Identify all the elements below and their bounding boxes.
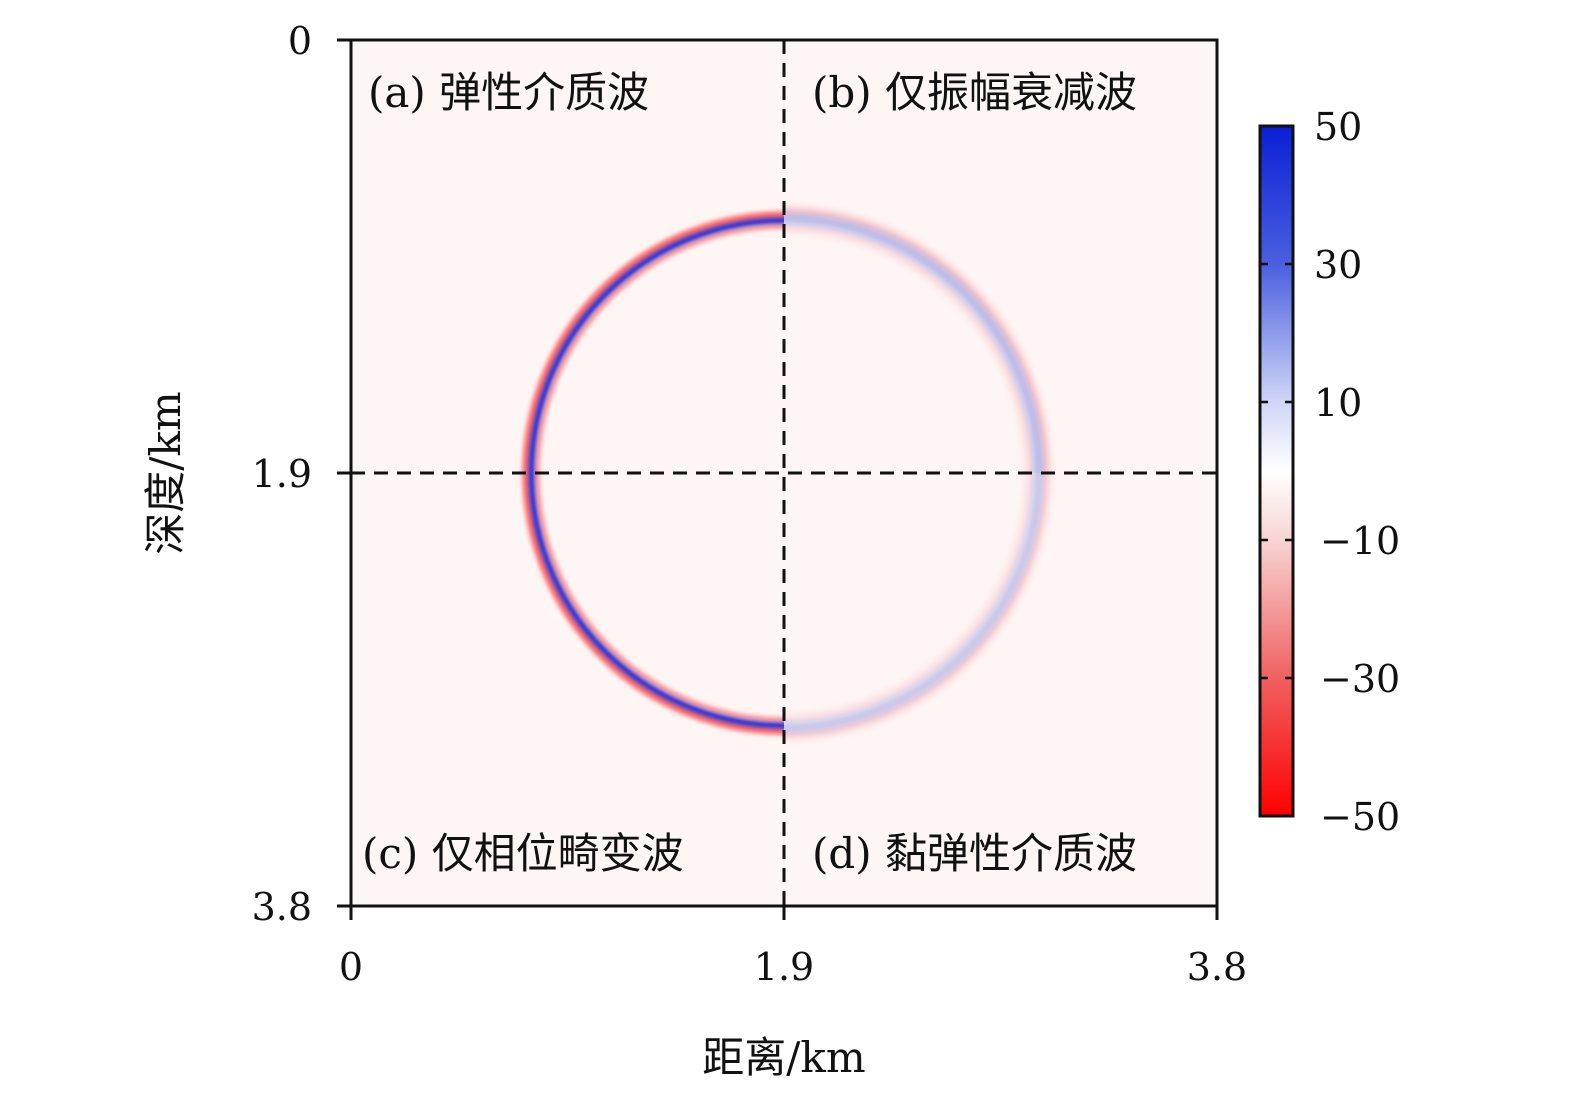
colorbar-gradient: [1258, 124, 1295, 818]
panel-label-b: (b) 仅振幅衰减波: [812, 68, 1137, 117]
y-tick-label-2: 3.8: [252, 885, 312, 929]
y-tick-label-1: 1.9: [252, 452, 312, 496]
x-tick-label-2: 3.8: [1187, 945, 1247, 989]
colorbar-tick-label-3: −10: [1320, 519, 1400, 563]
panel-label-a: (a) 弹性介质波: [368, 68, 649, 117]
y-tick-label-0: 0: [288, 19, 312, 63]
y-axis-label: 深度/km: [141, 391, 190, 554]
colorbar-tick-label-1: 30: [1314, 243, 1362, 287]
colorbar: 50 30 10 −10 −30 −50: [1258, 105, 1400, 839]
colorbar-tick-label-4: −30: [1320, 657, 1400, 701]
x-tick-label-0: 0: [339, 945, 363, 989]
panel-label-c: (c) 仅相位畸变波: [362, 829, 684, 878]
colorbar-ticks: 50 30 10 −10 −30 −50: [1260, 105, 1400, 839]
colorbar-tick-label-0: 50: [1314, 105, 1362, 149]
panel-label-d: (d) 黏弹性介质波: [812, 829, 1137, 878]
axis-ticks: [337, 38, 1219, 920]
colorbar-tick-label-5: −50: [1320, 795, 1400, 839]
x-tick-label-1: 1.9: [754, 945, 814, 989]
x-axis-label: 距离/km: [702, 1033, 865, 1082]
colorbar-tick-label-2: 10: [1314, 381, 1362, 425]
